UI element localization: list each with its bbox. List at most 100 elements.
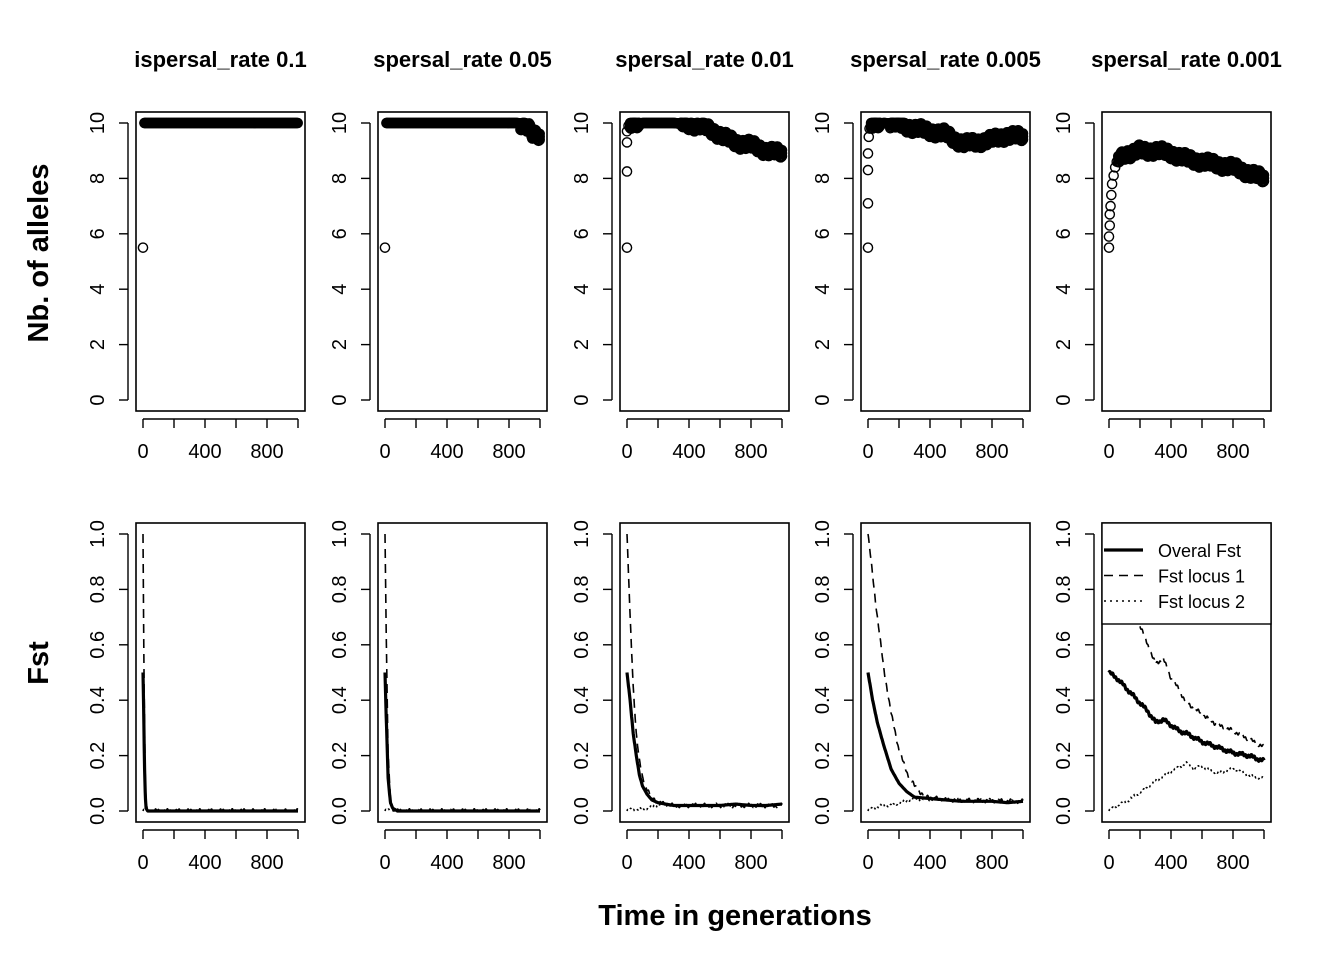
data-point [1258, 169, 1270, 181]
data-point [776, 150, 788, 162]
plot-frame [860, 522, 1031, 823]
data-point [1103, 242, 1115, 253]
y-tick-label: 0.4 [87, 686, 109, 714]
y-tick-label: 0.0 [571, 797, 593, 825]
y-tick-label: 8 [1053, 173, 1075, 184]
y-tick-label: 10 [1053, 112, 1075, 134]
data-point [621, 242, 633, 253]
y-tick-label: 1.0 [87, 520, 109, 548]
x-tick-label: 400 [672, 441, 705, 463]
data-point [1103, 231, 1115, 242]
data-point [1106, 178, 1118, 190]
data-point [534, 131, 545, 143]
x-tick-label: 0 [862, 441, 873, 463]
y-tick-label: 0.8 [1053, 575, 1075, 603]
x-tick-label: 400 [913, 441, 946, 463]
x-tick-label: 800 [250, 852, 283, 874]
data-point [1105, 200, 1116, 212]
y-tick-label: 2 [1053, 339, 1075, 350]
panel-fst-1: 0 400 800 0.0 0.2 0.4 0.6 0.8 1.0 [87, 520, 306, 874]
data-point [776, 144, 788, 156]
x-tick-label: 0 [862, 852, 873, 874]
y-tick-label: 0.0 [1053, 797, 1075, 825]
data-point [621, 137, 633, 148]
data-point [862, 198, 874, 209]
y-tick-label: 0.4 [571, 686, 593, 714]
y-tick-label: 8 [812, 173, 834, 184]
series-line-solid-thick [1107, 669, 1266, 763]
data-point [534, 134, 545, 146]
plot-frame [619, 522, 790, 823]
x-tick-label: 0 [621, 441, 632, 463]
data-point [1104, 220, 1116, 231]
plot-frame [377, 522, 548, 823]
y-tick-label: 10 [571, 112, 593, 134]
plot-frame [1101, 111, 1272, 412]
data-point [1017, 131, 1029, 142]
x-tick-label: 400 [1154, 852, 1187, 874]
y-tick-label: 2 [571, 339, 593, 350]
y-tick-label: 8 [571, 173, 593, 184]
x-tick-label: 400 [188, 852, 221, 874]
x-tick-label: 0 [621, 852, 632, 874]
y-tick-label: 0.4 [812, 686, 834, 714]
panel-fst-2: 0 400 800 0.0 0.2 0.4 0.6 0.8 1.0 [329, 520, 548, 874]
panel-alleles-4: spersal_rate 0.005 0 400 800 0 2 4 6 8 10 [812, 47, 1041, 463]
panel-alleles-3: spersal_rate 0.01 0 400 800 0 2 4 6 8 10 [571, 47, 794, 463]
x-tick-label: 800 [492, 441, 525, 463]
y-tick-label: 6 [812, 228, 834, 239]
y-tick-label: 0.6 [812, 631, 834, 659]
x-tick-label: 400 [1154, 441, 1187, 463]
x-tick-label: 800 [1216, 852, 1249, 874]
plot-frame [860, 111, 1031, 412]
y-tick-label: 0 [571, 394, 593, 405]
data-point [1106, 189, 1117, 201]
series-line-dashed [142, 533, 299, 812]
x-tick-label: 0 [137, 441, 148, 463]
y-tick-label: 0 [87, 394, 109, 405]
scatter-points [379, 117, 545, 253]
series-line-dotted [1108, 761, 1265, 812]
data-point [1108, 170, 1119, 181]
data-point [862, 148, 874, 159]
x-tick-label: 800 [250, 441, 283, 463]
y-tick-label: 0.8 [87, 575, 109, 603]
panel-fst-3: 0 400 800 0.0 0.2 0.4 0.6 0.8 1.0 [571, 520, 790, 874]
y-tick-label: 0 [812, 394, 834, 405]
xlabel-time: Time in generations [598, 900, 871, 932]
series-line-solid-thick [383, 672, 542, 813]
y-tick-label: 0.4 [1053, 686, 1075, 714]
data-point [1258, 172, 1270, 184]
panel-title: spersal_rate 0.001 [1091, 47, 1282, 72]
data-point [862, 242, 874, 253]
legend-label: Fst locus 1 [1158, 567, 1245, 587]
scatter-points [137, 117, 303, 253]
y-tick-label: 1.0 [1053, 520, 1075, 548]
series-line-dotted [867, 796, 1024, 812]
series-line-solid-thick [625, 672, 784, 808]
plot-frame [135, 111, 306, 412]
series-line-dotted [626, 802, 783, 812]
y-tick-label: 2 [812, 339, 834, 350]
x-tick-label: 0 [379, 852, 390, 874]
panel-title: spersal_rate 0.005 [850, 47, 1041, 72]
x-tick-label: 0 [1103, 852, 1114, 874]
y-tick-label: 0.0 [812, 797, 834, 825]
y-tick-label: 0.2 [571, 742, 593, 770]
plot-frame [377, 111, 548, 412]
y-tick-label: 0.2 [1053, 742, 1075, 770]
x-tick-label: 400 [188, 441, 221, 463]
x-tick-label: 800 [734, 441, 767, 463]
ylabel-alleles: Nb. of alleles [23, 164, 55, 343]
y-tick-label: 0.8 [812, 575, 834, 603]
data-point [534, 128, 545, 140]
x-tick-label: 800 [492, 852, 525, 874]
x-tick-label: 400 [430, 852, 463, 874]
legend-box [1101, 522, 1272, 625]
panel-alleles-1: ispersal_rate 0.1 0 400 800 0 2 4 6 8 10 [87, 47, 307, 463]
y-tick-label: 0.6 [87, 631, 109, 659]
panel-title: spersal_rate 0.01 [615, 47, 794, 72]
y-tick-label: 4 [812, 284, 834, 295]
data-point [1258, 175, 1270, 187]
panel-title: ispersal_rate 0.1 [134, 47, 306, 72]
